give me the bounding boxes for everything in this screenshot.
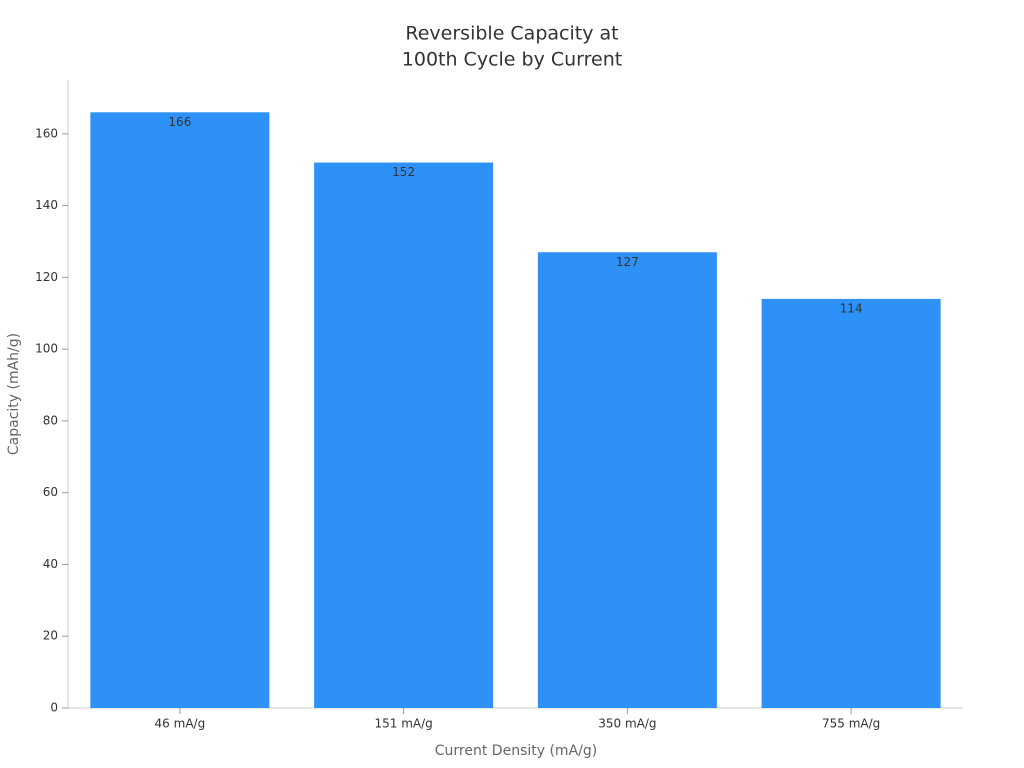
y-axis-label: Capacity (mAh/g) — [6, 333, 22, 455]
bar — [90, 112, 270, 709]
value-label: 166 — [168, 115, 191, 129]
y-tick-label: 120 — [35, 270, 58, 284]
chart-title: Reversible Capacity at — [405, 23, 618, 45]
bar — [314, 162, 494, 709]
chart-title: 100th Cycle by Current — [402, 49, 622, 71]
x-tick-label: 755 mA/g — [822, 717, 880, 731]
value-label: 114 — [840, 301, 863, 315]
y-tick-label: 40 — [43, 557, 58, 571]
bar — [537, 252, 717, 708]
x-tick-label: 46 mA/g — [155, 717, 206, 731]
x-tick-label: 151 mA/g — [374, 717, 432, 731]
x-axis-label: Current Density (mA/g) — [435, 743, 597, 759]
y-tick-label: 160 — [35, 126, 58, 140]
x-tick-label: 350 mA/g — [598, 717, 656, 731]
bar — [761, 298, 941, 708]
value-label: 152 — [392, 165, 415, 179]
y-tick-label: 100 — [35, 342, 58, 356]
y-tick-label: 60 — [43, 485, 58, 499]
y-tick-label: 0 — [50, 701, 58, 715]
y-tick-label: 140 — [35, 198, 58, 212]
y-tick-label: 20 — [43, 629, 58, 643]
y-tick-label: 80 — [43, 413, 58, 427]
value-label: 127 — [616, 255, 639, 269]
